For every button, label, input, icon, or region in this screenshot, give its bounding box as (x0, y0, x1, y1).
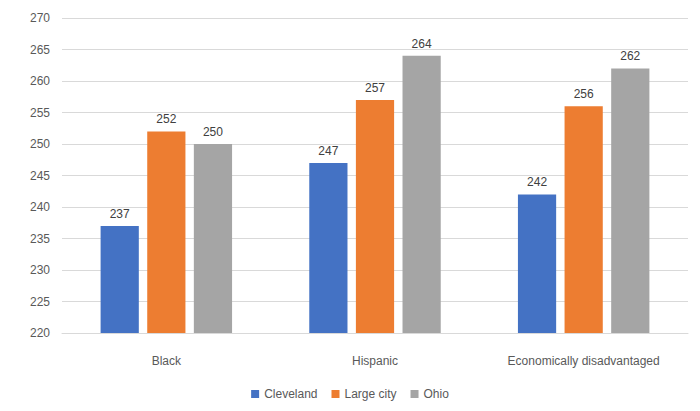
svg-text:250: 250 (30, 137, 50, 151)
svg-text:Cleveland: Cleveland (264, 387, 317, 401)
svg-text:260: 260 (30, 74, 50, 88)
svg-text:225: 225 (30, 295, 50, 309)
svg-text:242: 242 (527, 175, 547, 189)
svg-text:250: 250 (203, 125, 223, 139)
svg-text:Large city: Large city (344, 387, 396, 401)
svg-text:252: 252 (156, 112, 176, 126)
svg-text:220: 220 (30, 326, 50, 340)
svg-text:270: 270 (30, 11, 50, 25)
svg-text:256: 256 (574, 87, 594, 101)
svg-text:265: 265 (30, 43, 50, 57)
svg-text:255: 255 (30, 106, 50, 120)
svg-text:247: 247 (318, 144, 338, 158)
svg-text:262: 262 (620, 49, 640, 63)
svg-text:Economically disadvantaged: Economically disadvantaged (508, 354, 660, 368)
svg-text:Black: Black (152, 354, 182, 368)
svg-text:264: 264 (412, 37, 432, 51)
svg-text:Ohio: Ohio (424, 387, 450, 401)
svg-text:235: 235 (30, 232, 50, 246)
svg-text:Hispanic: Hispanic (352, 354, 398, 368)
svg-text:230: 230 (30, 263, 50, 277)
svg-text:240: 240 (30, 200, 50, 214)
svg-text:237: 237 (110, 207, 130, 221)
svg-text:245: 245 (30, 169, 50, 183)
svg-text:257: 257 (365, 81, 385, 95)
